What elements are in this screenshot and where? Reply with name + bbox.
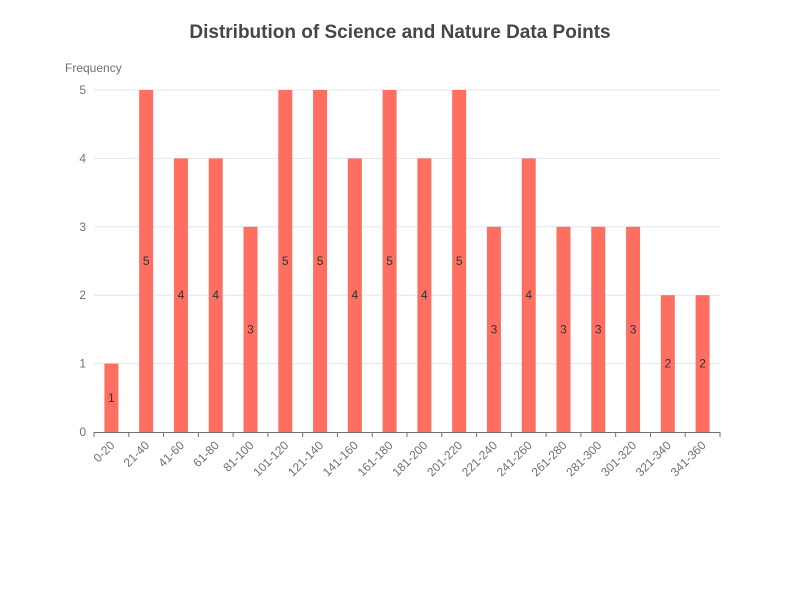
x-tick-label: 181-200	[389, 438, 430, 479]
y-tick-label: 0	[79, 425, 86, 439]
data-label: 1	[108, 391, 115, 405]
x-tick-label: 61-80	[190, 438, 222, 470]
bar[interactable]	[208, 158, 223, 432]
data-label: 4	[525, 288, 532, 302]
bar[interactable]	[278, 90, 293, 432]
bar[interactable]	[104, 363, 119, 432]
bar[interactable]	[626, 226, 641, 432]
data-label: 2	[699, 357, 706, 371]
bar[interactable]	[556, 226, 571, 432]
bar[interactable]	[139, 90, 154, 432]
x-tick-label: 161-180	[355, 438, 396, 479]
x-tick-label: 0-20	[91, 438, 118, 465]
y-tick-label: 4	[79, 151, 86, 165]
data-label: 4	[421, 288, 428, 302]
chart-title: Distribution of Science and Nature Data …	[189, 22, 610, 43]
x-tick-label: 101-120	[250, 438, 291, 479]
y-tick-label: 3	[79, 220, 86, 234]
gridlines	[94, 89, 720, 365]
bar[interactable]	[313, 90, 328, 432]
x-tick-label: 21-40	[121, 438, 153, 470]
bars	[104, 90, 710, 432]
data-label: 4	[351, 288, 358, 302]
data-label: 5	[386, 254, 393, 268]
bar[interactable]	[486, 226, 501, 432]
x-tick-label: 261-280	[529, 438, 570, 479]
x-tick-label: 301-320	[598, 438, 639, 479]
x-tick-label: 341-360	[668, 438, 709, 479]
x-tick-label: 141-160	[320, 438, 361, 479]
y-axis-label: Frequency	[65, 61, 122, 75]
x-tick-label: 121-140	[285, 438, 326, 479]
data-label: 3	[595, 322, 602, 336]
data-label: 5	[456, 254, 463, 268]
x-tick-label: 321-340	[633, 438, 674, 479]
x-tick-label: 281-300	[563, 438, 604, 479]
data-label: 3	[247, 322, 254, 336]
data-label: 5	[282, 254, 289, 268]
x-tick-label: 201-220	[424, 438, 465, 479]
bar[interactable]	[347, 158, 362, 432]
bar[interactable]	[173, 158, 188, 432]
x-tick-label: 221-240	[459, 438, 500, 479]
bar[interactable]	[695, 295, 710, 432]
data-labels: 1 5 4 4 3 5 5 4 5 4 5 3 4 3 3 3 2 2	[108, 254, 706, 405]
bar[interactable]	[452, 90, 467, 432]
bar[interactable]	[521, 158, 536, 432]
data-label: 5	[317, 254, 324, 268]
x-tick-label: 41-60	[155, 438, 187, 470]
y-tick-label: 1	[79, 357, 86, 371]
bar[interactable]	[382, 90, 397, 432]
data-label: 2	[664, 357, 671, 371]
bar[interactable]	[417, 158, 432, 432]
data-label: 4	[178, 288, 185, 302]
data-label: 4	[212, 288, 219, 302]
y-tick-label: 2	[79, 288, 86, 302]
bar[interactable]	[660, 295, 675, 432]
data-label: 3	[560, 322, 567, 336]
x-tick-label: 241-260	[494, 438, 535, 479]
data-label: 5	[143, 254, 150, 268]
bar[interactable]	[243, 226, 258, 432]
y-tick-label: 5	[79, 83, 86, 97]
data-label: 3	[491, 322, 498, 336]
data-label: 3	[630, 322, 637, 336]
bar[interactable]	[591, 226, 606, 432]
